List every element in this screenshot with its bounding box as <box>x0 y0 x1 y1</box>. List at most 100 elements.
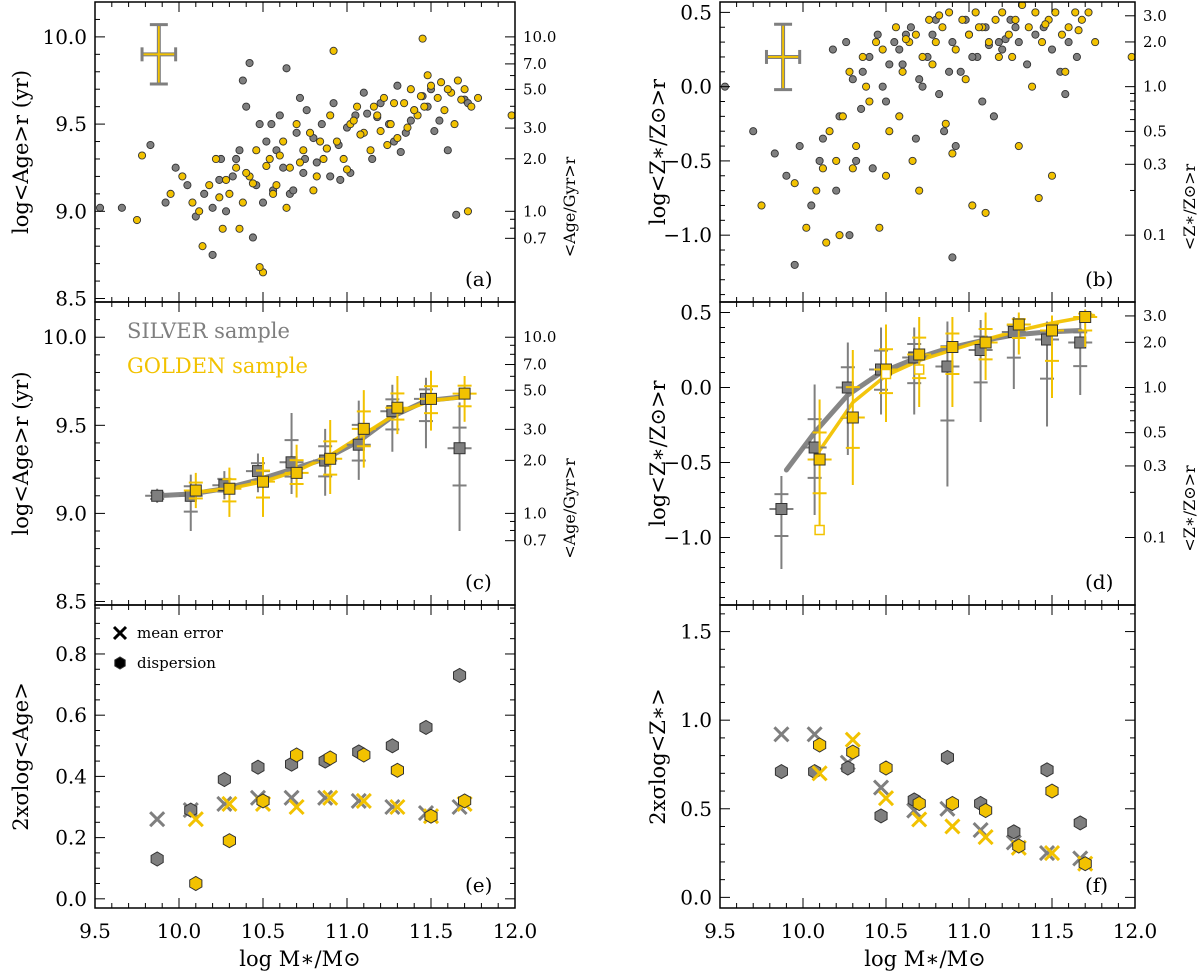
panel-a: 8.5 9.0 9.5 10.0 0.7 1.0 2.0 3.0 5.0 7.0 10.0 <Age/… <box>9 1 579 311</box>
point-a-golden-16 <box>272 181 281 190</box>
panel-b: −1.0 −0.5 0.0 0.5 0.1 0.3 0.5 1.0 2.0 3.0 <Z∗/Z⊙>r… <box>646 0 1199 303</box>
ytick-right-label-d-3: 1.0 <box>1143 379 1167 397</box>
point-a-golden-34 <box>393 133 402 143</box>
point-b-silver-7 <box>818 134 827 143</box>
point-a-silver-7 <box>200 189 209 198</box>
point-b-silver-16 <box>890 38 899 47</box>
square-d-golden-8 <box>1079 311 1092 323</box>
point-b-silver-11 <box>848 75 857 84</box>
marker-e-golden-mean-error-5-stroke-2 <box>355 792 372 809</box>
ytick-right-label-b-0: 0.1 <box>1143 226 1167 244</box>
marker-f-silver-mean-error-1-stroke-2 <box>806 726 823 743</box>
marker-e-golden-mean-error-6 <box>389 798 406 816</box>
point-b-silver-5 <box>807 201 816 210</box>
square-d-silver-1 <box>808 441 821 454</box>
ytick-right-label-b-1: 0.3 <box>1143 155 1167 173</box>
point-b-golden-7 <box>838 112 847 121</box>
ytick-label-e-1: 0.2 <box>55 826 87 850</box>
point-a-golden-30 <box>366 146 375 155</box>
marker-e-silver-mean-error-5-stroke-2 <box>317 789 334 806</box>
point-a-golden-79 <box>248 179 257 188</box>
panel-label-f: (f) <box>1085 873 1108 897</box>
ytick-label-e-3: 0.6 <box>55 703 87 727</box>
point-a-golden-74 <box>356 130 365 139</box>
point-b-golden-20 <box>925 15 934 24</box>
point-a-silver-33 <box>368 154 377 164</box>
ytick-right-label-c-2: 2.0 <box>523 451 547 469</box>
panel-a-plot <box>95 34 515 277</box>
point-b-golden-26 <box>964 30 974 39</box>
panel-label-d: (d) <box>1085 570 1113 594</box>
point-b-golden-10 <box>858 52 867 62</box>
y-axis-label-c: log<Age>r (yr) <box>9 371 33 535</box>
point-b-golden-32 <box>1004 30 1013 39</box>
point-b-golden-39 <box>1051 8 1060 17</box>
point-b-golden-35 <box>1024 23 1033 32</box>
point-a-golden-64 <box>275 151 284 160</box>
point-b-silver-62 <box>948 253 957 262</box>
square-c-golden-2 <box>257 475 269 488</box>
point-a-golden-35 <box>400 99 409 108</box>
point-a-golden-69 <box>443 85 452 94</box>
point-b-golden-3 <box>812 186 821 195</box>
ytick-right-label-c-6: 10.0 <box>523 328 556 346</box>
ytick-right-label-c-0: 0.7 <box>523 532 547 550</box>
panel-frame-c <box>94 301 516 606</box>
point-a-silver-68 <box>430 127 439 136</box>
legend-mean-error-label: mean error <box>137 624 224 642</box>
point-a-silver-62 <box>232 154 241 164</box>
square-d-silver-0 <box>775 503 788 515</box>
point-b-golden-8 <box>845 67 854 76</box>
legend-dispersion-label: dispersion <box>137 654 216 672</box>
point-a-golden-58 <box>403 123 412 132</box>
point-a-silver-67 <box>396 147 405 157</box>
ytick-right-label-a-2: 2.0 <box>523 150 547 168</box>
legend-markers: mean error dispersion <box>112 624 224 672</box>
marker-e-golden-mean-error-0 <box>187 811 204 828</box>
marker-e-golden-dispersion-2 <box>256 793 270 809</box>
point-a-silver-14 <box>245 58 254 68</box>
point-a-silver-32 <box>359 88 368 97</box>
point-b-golden-27 <box>971 8 980 17</box>
marker-e-golden-mean-error-5 <box>355 792 372 809</box>
marker-f-golden-mean-error-4 <box>944 818 961 835</box>
point-a-silver-17 <box>262 137 271 146</box>
point-a-silver-64 <box>299 168 308 177</box>
point-a-golden-21 <box>305 128 315 137</box>
marker-f-golden-mean-error-5-stroke-2 <box>977 829 994 846</box>
point-a-golden-52 <box>269 189 278 198</box>
point-b-silver-52 <box>918 82 927 91</box>
point-b-golden-14 <box>885 127 894 136</box>
point-b-golden-30 <box>991 15 1000 24</box>
ytick-label-b-3: 0.5 <box>680 0 712 24</box>
typical-error-bar-a <box>140 23 178 86</box>
point-b-golden-68 <box>1074 26 1083 35</box>
point-b-golden-73 <box>935 11 944 20</box>
point-a-golden-4 <box>188 198 197 207</box>
panel-frame-e <box>94 604 516 909</box>
point-b-golden-56 <box>928 60 937 69</box>
point-a-silver-13 <box>242 102 251 111</box>
point-b-silver-49 <box>1011 23 1020 32</box>
point-b-golden-12 <box>871 38 881 47</box>
point-a-golden-3 <box>178 172 187 181</box>
point-b-golden-48 <box>881 171 891 180</box>
ytick-label-a-0: 8.5 <box>55 287 87 311</box>
point-b-silver-44 <box>928 30 937 39</box>
ytick-right-label-b-5: 3.0 <box>1143 7 1167 25</box>
point-b-silver-39 <box>852 156 861 165</box>
point-a-golden-76 <box>423 71 432 80</box>
point-a-golden-39 <box>426 81 436 90</box>
ytick-label-e-2: 0.4 <box>55 764 87 788</box>
point-a-golden-72 <box>282 203 291 212</box>
point-b-silver-4 <box>795 142 804 151</box>
square-c-golden-0 <box>189 484 202 497</box>
point-b-golden-72 <box>901 35 910 44</box>
point-b-golden-4 <box>818 164 827 173</box>
ytick-label-d-3: 0.5 <box>680 301 712 325</box>
point-b-golden-69 <box>968 201 977 210</box>
square-c-golden-7 <box>425 392 437 405</box>
marker-e-silver-dispersion-0 <box>150 851 164 867</box>
ytick-right-label-d-5: 3.0 <box>1143 307 1167 325</box>
point-a-silver-48 <box>282 64 291 73</box>
